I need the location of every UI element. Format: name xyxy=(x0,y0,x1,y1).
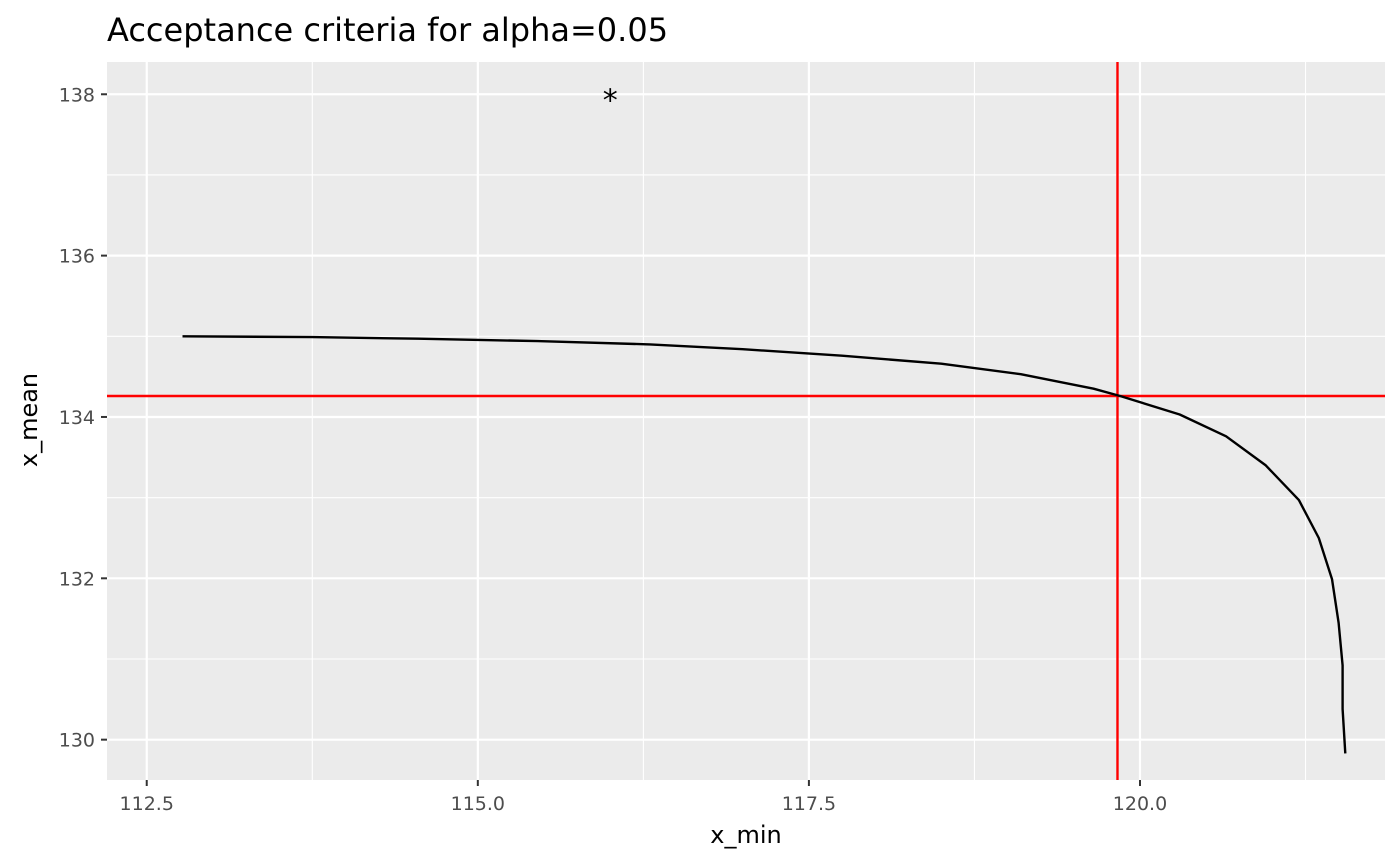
y-tick-label: 134 xyxy=(59,407,95,429)
x-tick-label: 112.5 xyxy=(120,793,174,815)
minor-gridlines xyxy=(107,62,1385,780)
y-axis-title: x_mean xyxy=(15,373,43,467)
x-tick-label: 115.0 xyxy=(451,793,505,815)
x-axis-title: x_min xyxy=(710,821,781,849)
y-tick-label: 138 xyxy=(59,84,95,106)
x-tick-label: 117.5 xyxy=(782,793,836,815)
reference-lines xyxy=(107,62,1385,780)
annotation-asterisk: * xyxy=(603,83,618,118)
plot-panel xyxy=(107,62,1385,780)
y-tick-label: 136 xyxy=(59,246,95,268)
x-axis-ticks: 112.5 115.0 117.5 120.0 xyxy=(120,780,1167,815)
y-tick-label: 130 xyxy=(59,730,95,752)
acceptance-curve xyxy=(182,335,1347,754)
major-gridlines xyxy=(107,62,1385,780)
chart-title: Acceptance criteria for alpha=0.05 xyxy=(107,11,668,49)
y-axis-ticks: 130 132 134 136 138 xyxy=(59,84,107,752)
x-tick-label: 120.0 xyxy=(1113,793,1167,815)
series-layer xyxy=(182,335,1347,754)
y-tick-label: 132 xyxy=(59,568,95,590)
